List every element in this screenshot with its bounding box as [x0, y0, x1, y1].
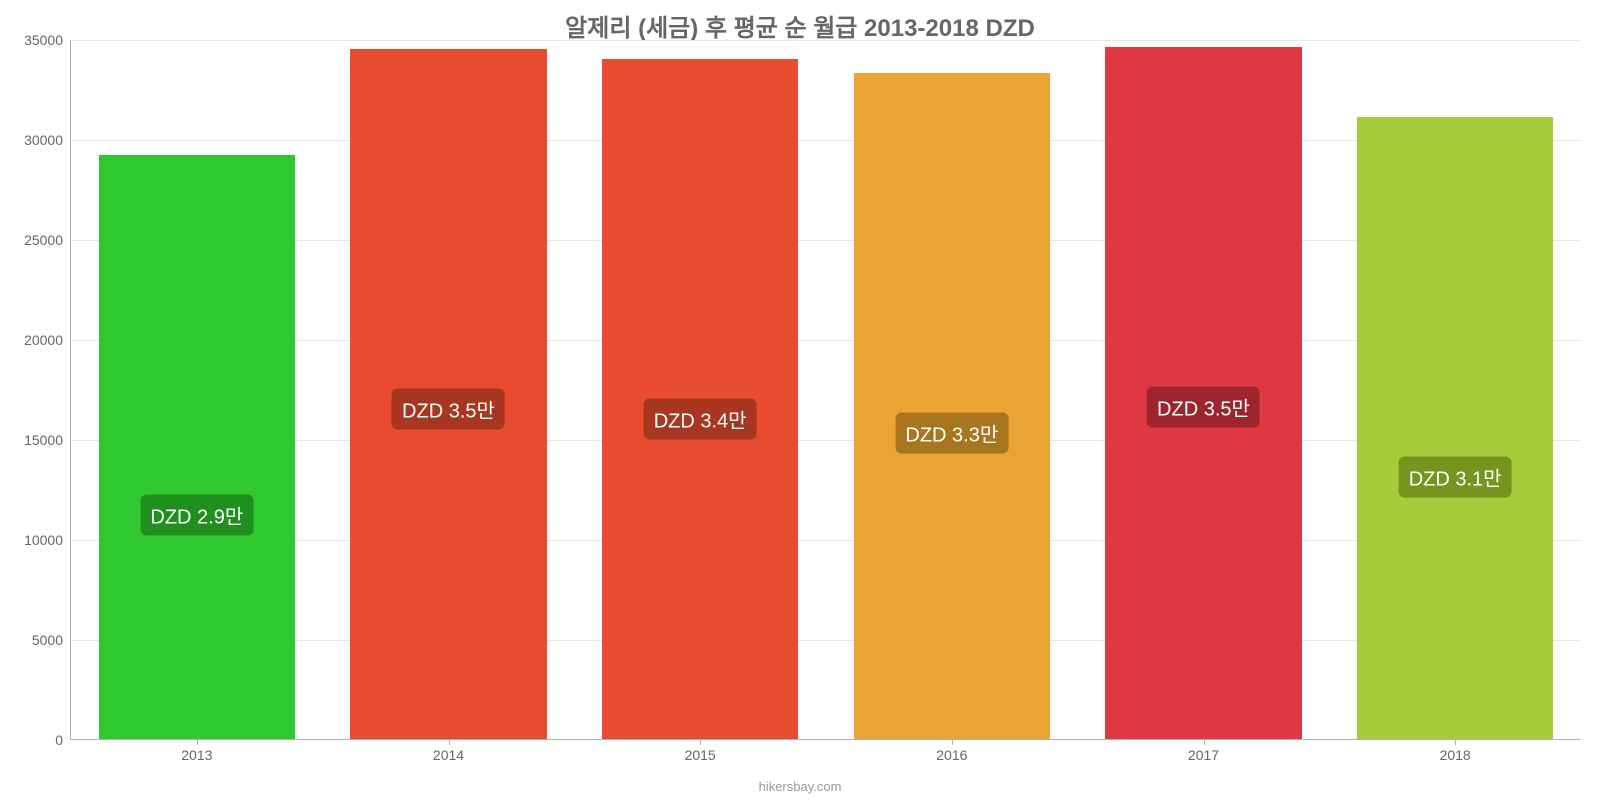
gridline: [71, 240, 1580, 241]
gridline: [71, 640, 1580, 641]
x-tick-label: 2018: [1440, 739, 1471, 763]
x-tick-label: 2014: [433, 739, 464, 763]
x-tick-label: 2017: [1188, 739, 1219, 763]
bar-chart: 알제리 (세금) 후 평균 순 월급 2013-2018 DZD 0500010…: [0, 0, 1600, 800]
bar: DZD 3.3만: [854, 73, 1050, 739]
y-tick-label: 5000: [32, 632, 71, 648]
bar: DZD 3.5만: [1105, 47, 1301, 739]
x-tick-label: 2016: [936, 739, 967, 763]
y-tick-label: 0: [55, 732, 71, 748]
bar-value-label: DZD 2.9만: [140, 495, 253, 536]
bar-value-label: DZD 3.4만: [644, 399, 757, 440]
gridline: [71, 140, 1580, 141]
gridline: [71, 340, 1580, 341]
y-tick-label: 35000: [24, 32, 71, 48]
y-tick-label: 30000: [24, 132, 71, 148]
y-tick-label: 20000: [24, 332, 71, 348]
bar: DZD 2.9만: [99, 155, 295, 739]
x-tick-label: 2013: [181, 739, 212, 763]
bar: DZD 3.1만: [1357, 117, 1553, 739]
bar-value-label: DZD 3.1만: [1399, 457, 1512, 498]
gridline: [71, 540, 1580, 541]
gridline: [71, 40, 1580, 41]
bar-value-label: DZD 3.3만: [895, 413, 1008, 454]
x-tick-label: 2015: [685, 739, 716, 763]
bar: DZD 3.4만: [602, 59, 798, 739]
y-tick-label: 25000: [24, 232, 71, 248]
bar-value-label: DZD 3.5만: [1147, 387, 1260, 428]
gridline: [71, 440, 1580, 441]
chart-title: 알제리 (세금) 후 평균 순 월급 2013-2018 DZD: [0, 8, 1600, 43]
y-tick-label: 10000: [24, 532, 71, 548]
source-attribution: hikersbay.com: [0, 779, 1600, 794]
bar-value-label: DZD 3.5만: [392, 389, 505, 430]
bar: DZD 3.5만: [350, 49, 546, 739]
y-tick-label: 15000: [24, 432, 71, 448]
plot-area: 050001000015000200002500030000350002013D…: [70, 40, 1580, 740]
